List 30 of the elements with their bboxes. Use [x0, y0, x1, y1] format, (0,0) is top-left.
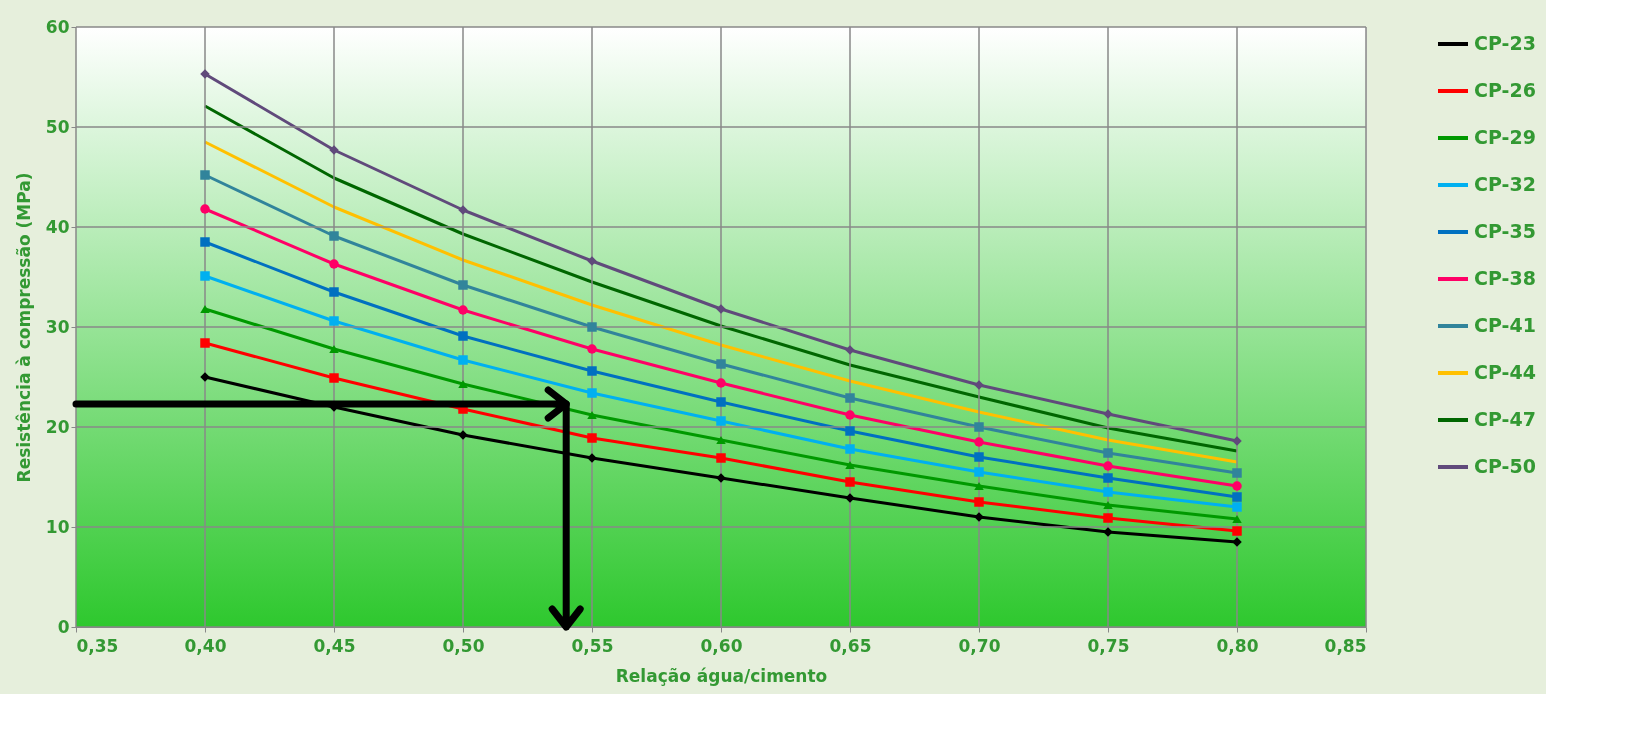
x-tick-label: 0,40	[184, 635, 227, 656]
x-tick-label: 0,85	[1324, 635, 1367, 656]
x-tick-label: 0,60	[700, 635, 743, 656]
y-tick-label: 40	[45, 216, 70, 237]
legend-label: CP-29	[1474, 126, 1536, 148]
x-tick-label: 0,80	[1216, 635, 1259, 656]
x-tick-label: 0,35	[76, 635, 119, 656]
legend-label: CP-23	[1474, 32, 1536, 54]
x-tick-label: 0,65	[829, 635, 872, 656]
legend-label: CP-47	[1474, 408, 1536, 430]
x-tick-label: 0,50	[442, 635, 485, 656]
y-tick-label: 10	[45, 516, 70, 537]
y-tick-label: 50	[45, 116, 70, 137]
legend-label: CP-26	[1474, 79, 1536, 101]
y-tick-label: 0	[57, 616, 70, 637]
x-tick-label: 0,75	[1087, 635, 1130, 656]
legend-label: CP-35	[1474, 220, 1536, 242]
y-axis-title: Resistência à compressão (MPa)	[13, 172, 34, 483]
legend-label: CP-50	[1474, 455, 1536, 477]
x-tick-label: 0,55	[571, 635, 614, 656]
x-axis-title: Relação água/cimento	[615, 665, 828, 686]
x-tick-label: 0,45	[313, 635, 356, 656]
y-tick-label: 60	[45, 16, 70, 37]
legend-label: CP-32	[1474, 173, 1536, 195]
x-tick-label: 0,70	[958, 635, 1001, 656]
y-tick-label: 20	[45, 416, 70, 437]
y-tick-label: 30	[45, 316, 70, 337]
legend-label: CP-41	[1474, 314, 1536, 336]
legend-label: CP-44	[1474, 361, 1536, 383]
legend-label: CP-38	[1474, 267, 1536, 289]
